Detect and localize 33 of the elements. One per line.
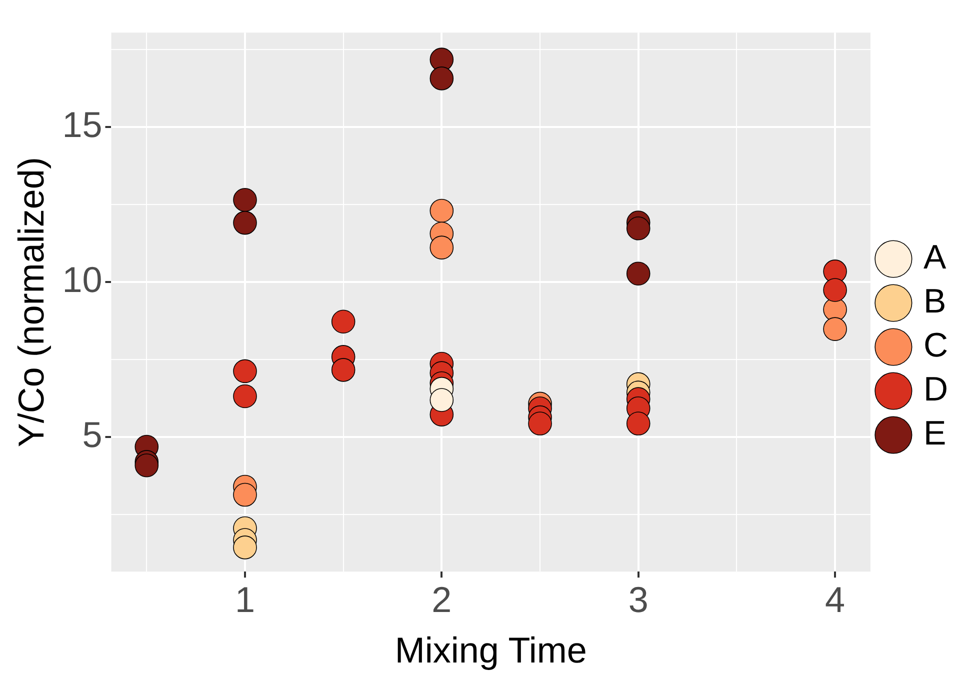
point [823, 317, 847, 341]
point [331, 358, 356, 382]
point [626, 412, 650, 436]
point [331, 310, 356, 334]
point [626, 262, 650, 286]
legend-label: E [923, 414, 946, 452]
point [233, 188, 257, 212]
y-tick-label: 10 [62, 258, 102, 300]
x-tick-label: 2 [432, 579, 452, 620]
y-tick-label: 5 [82, 414, 102, 455]
point [528, 412, 552, 436]
point [430, 66, 454, 90]
x-tick-label: 4 [825, 579, 846, 620]
legend-label: C [923, 326, 948, 364]
point [626, 216, 650, 240]
x-tick-label: 1 [234, 579, 256, 620]
point [430, 388, 454, 412]
x-axis-title: Mixing Time [394, 629, 587, 670]
x-tick-label: 3 [628, 579, 648, 620]
legend-label: D [923, 370, 948, 408]
point [823, 278, 847, 302]
point [233, 359, 257, 384]
point [233, 210, 257, 235]
point [430, 198, 454, 223]
y-tick-label: 15 [62, 104, 102, 145]
legend-label: A [923, 238, 946, 276]
point [430, 236, 454, 260]
y-axis-title: Y/Co (normalized) [10, 157, 52, 448]
point [134, 453, 159, 478]
point [233, 482, 257, 507]
legend-label: B [923, 282, 946, 320]
point [233, 384, 257, 408]
point [233, 536, 257, 560]
